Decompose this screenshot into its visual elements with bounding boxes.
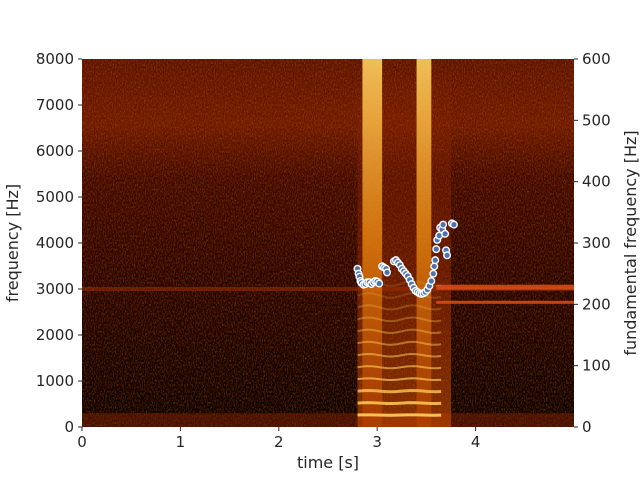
shifted-tonal-line: [436, 284, 574, 290]
shifted-tonal-line: [436, 300, 574, 304]
y-tick-label: 1000: [36, 372, 74, 390]
harmonic-band: [357, 316, 442, 323]
y-tick-label: 2000: [36, 326, 74, 344]
y2-tick-label: 500: [582, 111, 611, 129]
pitch-point: [449, 220, 458, 229]
x-tick-label: 1: [176, 433, 186, 451]
plot-area: [82, 59, 574, 427]
pitch-point: [443, 251, 452, 260]
spectrogram-noise-texture: [82, 59, 574, 427]
y-tick-label: 6000: [36, 142, 74, 160]
pitch-point: [383, 268, 392, 277]
y2-tick-label: 200: [582, 295, 611, 313]
low-band-noise: [82, 413, 574, 427]
spectrogram-features: [82, 59, 574, 427]
y-tick-label: 3000: [36, 280, 74, 298]
x-tick-label: 4: [471, 433, 481, 451]
harmonic-band: [357, 365, 442, 370]
pitch-point: [441, 229, 450, 238]
y-tick-label: 4000: [36, 234, 74, 252]
y2-tick-label: 600: [582, 50, 611, 68]
broadband-burst: [362, 59, 383, 427]
harmonic-band: [357, 401, 442, 406]
harmonic-band: [357, 340, 442, 346]
pitch-point: [375, 279, 384, 288]
harmonic-band: [357, 388, 442, 394]
y2-tick-label: 0: [582, 418, 592, 436]
pitch-point: [427, 277, 436, 286]
harmonic-band: [357, 292, 442, 299]
y-tick-label: 0: [64, 418, 74, 436]
pitch-point: [432, 245, 441, 254]
harmonic-band: [357, 304, 442, 311]
harmonic-band: [357, 377, 442, 382]
y-tick-label: 5000: [36, 188, 74, 206]
y-tick-label: 7000: [36, 96, 74, 114]
pitch-point: [439, 220, 448, 229]
harmonic-band: [357, 328, 442, 335]
y2-tick-label: 400: [582, 173, 611, 191]
axes: 0 1 2 3 4 0 1000 2000 3000 4000 5000 6000 7000 8000 0 1…: [36, 50, 611, 451]
tonal-line: [82, 287, 574, 291]
y-axis-label: frequency [Hz]: [3, 184, 22, 302]
harmonic-band: [357, 352, 442, 358]
x-tick-label: 2: [274, 433, 284, 451]
y2-tick-label: 100: [582, 357, 611, 375]
pitch-series: [353, 219, 458, 298]
y-tick-label: 8000: [36, 50, 74, 68]
x-tick-label: 3: [372, 433, 382, 451]
broadband-burst: [416, 59, 432, 427]
y2-axis-label: fundamental frequency [Hz]: [621, 130, 640, 355]
x-tick-label: 0: [77, 433, 87, 451]
pitch-point: [431, 256, 440, 265]
x-axis-label: time [s]: [297, 453, 359, 472]
y2-tick-label: 300: [582, 234, 611, 252]
pitch-point: [429, 269, 438, 278]
